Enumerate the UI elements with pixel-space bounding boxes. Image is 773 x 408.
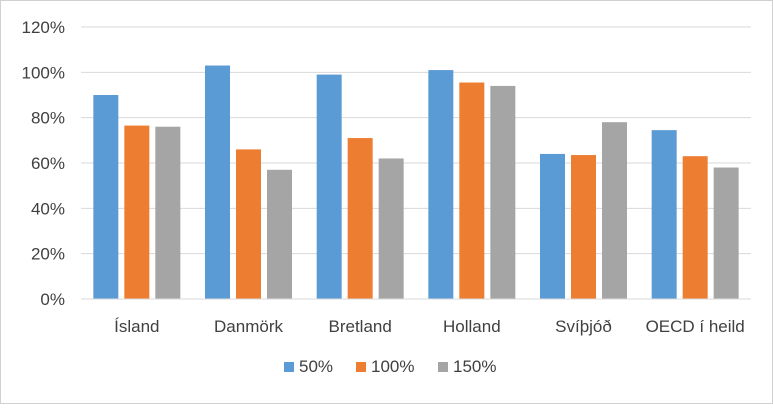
bar-150%-Ísland bbox=[155, 126, 181, 299]
bar-100%-Danmörk bbox=[236, 149, 261, 299]
y-tick-label: 120% bbox=[22, 18, 65, 37]
bar-100%-Ísland bbox=[124, 125, 150, 299]
bar-150%-Holland bbox=[490, 85, 516, 299]
bar-150%-Svíþjóð bbox=[602, 122, 627, 299]
bar-50%-Svíþjóð bbox=[540, 153, 565, 299]
bar-50%-Ísland bbox=[93, 95, 119, 299]
bar-150%-OECD í heild bbox=[713, 167, 739, 299]
legend-swatch bbox=[356, 362, 366, 372]
bar-50%-Danmörk bbox=[205, 65, 230, 300]
category-label: Holland bbox=[443, 317, 501, 336]
y-tick-label: 40% bbox=[31, 199, 65, 218]
category-label: Bretland bbox=[329, 317, 392, 336]
bar-150%-Danmörk bbox=[267, 169, 292, 299]
y-tick-label: 20% bbox=[31, 245, 65, 264]
category-label: Ísland bbox=[114, 317, 159, 336]
y-tick-label: 80% bbox=[31, 109, 65, 128]
legend: 50% 100% 150% bbox=[284, 357, 496, 376]
category-label: OECD í heild bbox=[646, 317, 745, 336]
bar-100%-Holland bbox=[459, 82, 485, 300]
bar-50%-Bretland bbox=[316, 74, 342, 299]
bar-150%-Bretland bbox=[378, 158, 404, 299]
legend-label: 100% bbox=[371, 357, 414, 376]
y-tick-label: 100% bbox=[22, 63, 65, 82]
bar-100%-Svíþjóð bbox=[571, 155, 596, 299]
category-label: Danmörk bbox=[214, 317, 283, 336]
bar-100%-Bretland bbox=[347, 138, 373, 299]
legend-swatch bbox=[438, 362, 448, 372]
y-tick-label: 0% bbox=[40, 290, 65, 309]
legend-label: 150% bbox=[453, 357, 496, 376]
bar-50%-Holland bbox=[428, 70, 454, 299]
bars bbox=[93, 65, 739, 300]
y-axis-tick-labels: 0% 20% 40% 60% 80% 100% 120% bbox=[22, 18, 65, 309]
legend-swatch bbox=[284, 362, 294, 372]
gridlines bbox=[81, 26, 751, 255]
bar-50%-OECD í heild bbox=[651, 130, 677, 299]
y-tick-label: 60% bbox=[31, 154, 65, 173]
bar-100%-OECD í heild bbox=[682, 156, 708, 299]
legend-label: 50% bbox=[299, 357, 333, 376]
category-label: Svíþjóð bbox=[555, 317, 612, 336]
category-labels: Ísland Danmörk Bretland Holland Svíþjóð OECD … bbox=[114, 317, 745, 336]
